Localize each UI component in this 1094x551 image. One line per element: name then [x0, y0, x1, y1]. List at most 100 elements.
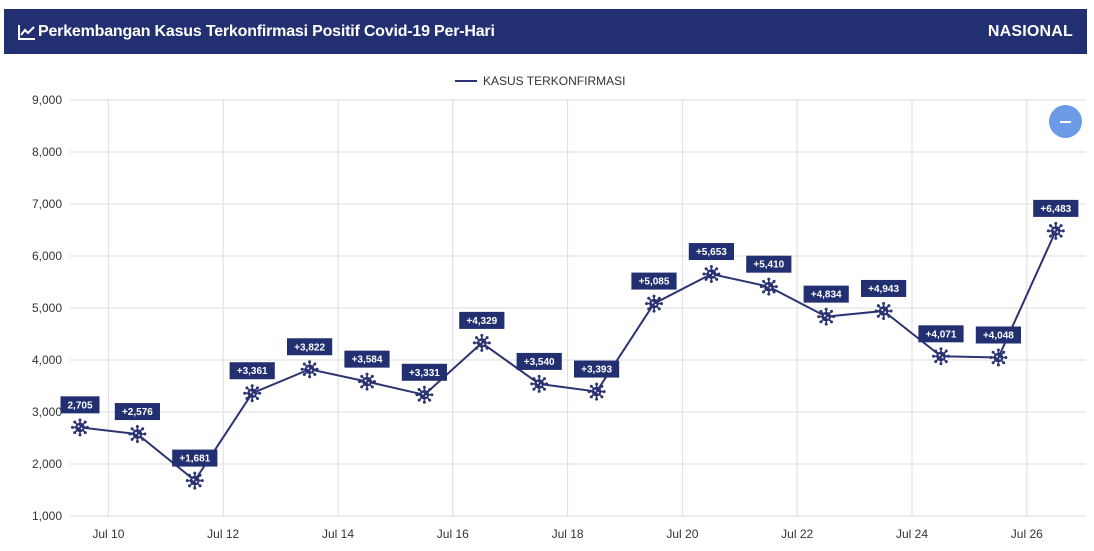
virus-body [304, 364, 315, 375]
virus-spike-tip [198, 484, 202, 488]
line-chart: 1,000 2,000 3,000 4,000 5,000 6,000 7,000 8,000… [32, 74, 1086, 541]
data-label: +4,048 [983, 331, 1014, 342]
virus-spot [823, 314, 826, 317]
virus-body [132, 429, 143, 439]
data-label: +3,331 [409, 368, 440, 379]
virus-icon [71, 418, 89, 437]
virus-spike-tip [709, 280, 713, 284]
virus-icon [300, 360, 319, 379]
y-tick-label: 6,000 [32, 249, 62, 263]
virus-spike-tip [78, 418, 82, 422]
virus-spike-tip [472, 341, 476, 345]
virus-body [534, 379, 544, 389]
virus-icon [185, 471, 204, 490]
virus-spike-tip [1002, 350, 1006, 354]
virus-spike-tip [1046, 229, 1050, 233]
virus-spike-tip [537, 389, 541, 393]
virus-spike-tip [315, 367, 319, 371]
region-label: NASIONAL [987, 22, 1073, 40]
virus-spot [135, 432, 137, 435]
virus-spike-tip [532, 387, 536, 391]
virus-spike-tip [717, 272, 721, 276]
virus-spike-tip [759, 285, 763, 289]
virus-spike-tip [302, 362, 306, 366]
virus-spot [367, 381, 370, 384]
virus-spot [252, 393, 255, 396]
data-label-bg [114, 403, 160, 421]
data-label-bg [574, 360, 620, 378]
virus-spike-tip [1048, 224, 1052, 228]
virus-spike-tip [1059, 224, 1063, 228]
virus-spot [881, 308, 884, 311]
virus-icon [702, 265, 721, 284]
virus-spike-tip [193, 471, 197, 475]
data-label: +3,822 [294, 342, 325, 353]
virus-spike-tip [772, 279, 776, 283]
virus-spot [364, 379, 367, 382]
virus-spike-tip [657, 307, 661, 311]
virus-body [591, 386, 602, 397]
virus-spike-tip [761, 279, 765, 283]
virus-spike-tip [187, 484, 191, 488]
x-tick-label: Jul 10 [92, 527, 124, 541]
virus-spike-tip [185, 479, 189, 483]
data-label-bg [229, 362, 275, 380]
virus-spike-tip [422, 400, 426, 404]
y-tick-label: 7,000 [32, 197, 62, 211]
data-label-bg [746, 255, 792, 273]
virus-spike-tip [532, 377, 536, 381]
virus-icon [932, 347, 950, 366]
virus-spike-tip [704, 277, 708, 281]
virus-spot [999, 357, 1001, 360]
virus-spot [1053, 228, 1056, 231]
virus-spike-tip [709, 265, 713, 269]
virus-spot [479, 340, 482, 343]
data-label-bg [688, 243, 734, 261]
x-tick-label: Jul 16 [437, 527, 469, 541]
virus-icon [1046, 221, 1065, 240]
virus-spike-tip [530, 382, 534, 386]
virus-spike-tip [772, 290, 776, 294]
virus-body [247, 388, 257, 399]
y-tick-label: 4,000 [32, 353, 62, 367]
data-label-bg [459, 311, 505, 329]
virus-body [821, 311, 831, 322]
virus-spike-tip [200, 479, 204, 483]
virus-body [936, 351, 946, 362]
x-tick-label: Jul 20 [666, 527, 698, 541]
virus-spike-tip [645, 302, 648, 306]
zoom-out-button[interactable] [1049, 105, 1082, 138]
virus-spot [597, 391, 600, 394]
virus-icon [817, 307, 836, 326]
virus-spot [712, 274, 714, 277]
virus-spot [594, 389, 597, 392]
virus-spike-tip [702, 272, 706, 276]
virus-spike-tip [474, 336, 478, 340]
virus-spike-tip [73, 431, 77, 435]
virus-body [190, 475, 200, 486]
virus-spike-tip [537, 374, 541, 378]
data-label-bg [918, 325, 964, 343]
virus-spike-tip [245, 386, 249, 390]
virus-spike-tip [932, 354, 935, 358]
virus-spike-tip [143, 432, 147, 436]
virus-spot [307, 367, 310, 370]
virus-spike-tip [657, 296, 661, 300]
data-label: +1,681 [179, 454, 210, 465]
virus-icon [128, 425, 147, 444]
virus-spot [482, 343, 485, 345]
x-tick-label: Jul 24 [896, 527, 928, 541]
virus-icon [415, 385, 434, 404]
virus-spike-tip [876, 314, 880, 318]
virus-spot [422, 392, 424, 395]
data-label: +5,653 [696, 247, 727, 258]
virus-spike-tip [130, 427, 134, 431]
y-tick-label: 8,000 [32, 145, 62, 159]
virus-icon [530, 374, 549, 393]
data-label-bg [60, 396, 100, 414]
virus-spike-tip [1054, 236, 1058, 240]
virus-spike-tip [602, 390, 606, 394]
virus-spike-tip [193, 486, 197, 490]
virus-spike-tip [358, 380, 361, 384]
virus-spot [1056, 231, 1059, 233]
